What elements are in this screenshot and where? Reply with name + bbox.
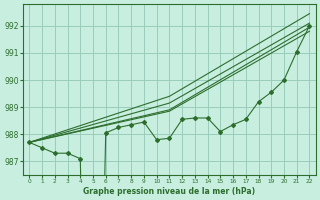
X-axis label: Graphe pression niveau de la mer (hPa): Graphe pression niveau de la mer (hPa) [83, 187, 255, 196]
